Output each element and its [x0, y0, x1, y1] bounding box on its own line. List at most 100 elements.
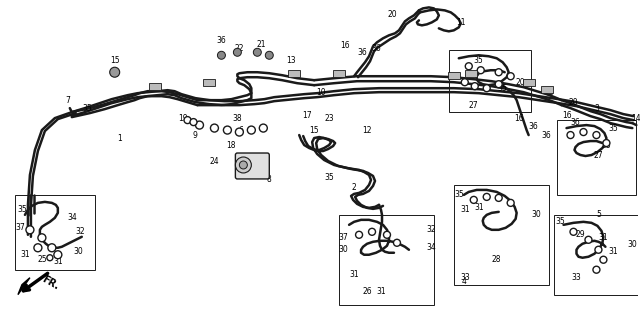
Text: 30: 30 [532, 210, 541, 219]
Text: 27: 27 [594, 150, 604, 160]
Text: 31: 31 [376, 287, 386, 296]
Circle shape [477, 67, 484, 74]
Circle shape [471, 83, 478, 90]
Circle shape [236, 128, 243, 136]
Circle shape [495, 194, 502, 201]
Circle shape [369, 228, 376, 235]
Bar [554, 215, 638, 295]
Circle shape [48, 244, 56, 252]
Circle shape [47, 255, 53, 261]
Text: 35: 35 [454, 190, 463, 199]
Text: FR.: FR. [40, 274, 61, 292]
Circle shape [383, 231, 390, 238]
Circle shape [483, 85, 490, 92]
Text: 20: 20 [387, 10, 397, 19]
Text: 25: 25 [37, 255, 47, 264]
Circle shape [34, 244, 42, 252]
Text: 35: 35 [498, 84, 508, 93]
Text: 4: 4 [461, 277, 466, 286]
Text: 15: 15 [309, 126, 319, 135]
Polygon shape [18, 278, 30, 295]
Text: 38: 38 [232, 114, 242, 123]
FancyBboxPatch shape [236, 153, 269, 179]
Text: 35: 35 [324, 173, 334, 183]
Circle shape [495, 81, 502, 88]
Text: 37: 37 [338, 233, 348, 242]
Text: 33: 33 [460, 273, 470, 282]
Circle shape [190, 119, 197, 126]
Text: 26: 26 [362, 287, 372, 296]
Circle shape [394, 239, 401, 246]
Bar [339, 215, 434, 305]
Text: 35: 35 [474, 56, 484, 65]
Circle shape [236, 157, 252, 173]
Text: 16: 16 [340, 41, 350, 50]
Text: 31: 31 [474, 204, 484, 212]
Text: 15: 15 [110, 56, 120, 65]
Circle shape [54, 251, 62, 259]
Circle shape [603, 140, 610, 147]
Bar [449, 50, 531, 112]
Bar [465, 70, 477, 77]
Circle shape [570, 228, 577, 235]
Circle shape [239, 161, 247, 169]
Text: 16: 16 [514, 114, 524, 123]
Text: 35: 35 [602, 141, 611, 149]
Text: 31: 31 [349, 270, 359, 279]
Text: 35: 35 [609, 124, 618, 133]
Text: 20: 20 [569, 98, 579, 107]
Circle shape [26, 226, 34, 234]
Bar [454, 185, 548, 285]
Text: 21: 21 [257, 40, 266, 49]
Circle shape [211, 124, 218, 132]
Bar [148, 83, 161, 90]
Bar [557, 120, 636, 195]
Circle shape [580, 128, 587, 135]
Text: 34: 34 [67, 213, 77, 222]
Text: 34: 34 [426, 243, 436, 252]
Text: 36: 36 [357, 48, 367, 57]
Text: 36: 36 [529, 121, 538, 131]
Text: 32: 32 [75, 227, 84, 236]
Text: 22: 22 [235, 44, 244, 53]
Circle shape [465, 63, 472, 70]
Circle shape [593, 266, 600, 273]
Bar [15, 195, 95, 270]
Circle shape [218, 51, 225, 59]
Circle shape [483, 193, 490, 200]
Text: 5: 5 [596, 210, 601, 219]
Circle shape [356, 231, 362, 238]
Circle shape [109, 67, 120, 77]
Text: 3: 3 [548, 88, 553, 97]
Text: 19: 19 [178, 114, 188, 123]
Text: 27: 27 [469, 100, 479, 110]
Text: 31: 31 [53, 257, 63, 266]
Bar [541, 86, 552, 93]
Text: 37: 37 [15, 223, 25, 232]
Text: 23: 23 [324, 114, 334, 123]
Text: 7: 7 [65, 96, 70, 105]
Text: 8: 8 [267, 176, 271, 184]
Text: 30: 30 [338, 245, 348, 254]
Text: 13: 13 [287, 56, 296, 65]
Text: 17: 17 [302, 111, 312, 120]
Text: 6: 6 [239, 126, 244, 135]
Circle shape [223, 126, 232, 134]
Circle shape [593, 132, 600, 139]
Text: 1: 1 [117, 134, 122, 142]
Text: 33: 33 [572, 273, 581, 282]
Circle shape [253, 48, 261, 56]
Circle shape [495, 69, 502, 76]
Bar [288, 70, 300, 77]
Text: 36: 36 [541, 131, 552, 140]
Circle shape [595, 246, 602, 253]
Text: 3: 3 [594, 104, 599, 113]
Circle shape [266, 51, 273, 59]
Text: 29: 29 [575, 230, 586, 239]
Text: 31: 31 [460, 205, 470, 214]
Text: 36: 36 [571, 118, 580, 127]
Text: 31: 31 [598, 233, 608, 242]
Text: 2: 2 [352, 183, 356, 192]
Text: 28: 28 [492, 255, 502, 264]
Circle shape [585, 236, 592, 243]
